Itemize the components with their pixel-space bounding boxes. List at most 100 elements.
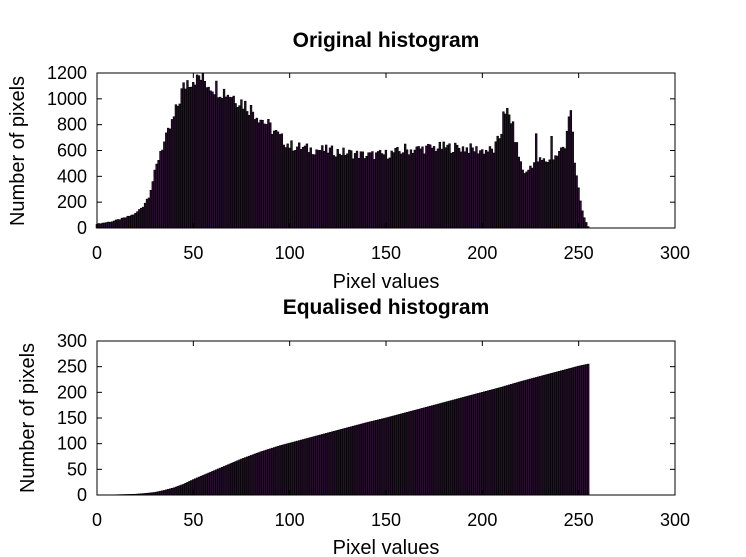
bar: [263, 450, 266, 496]
bar: [509, 384, 513, 496]
bar: [305, 143, 309, 229]
bar: [479, 150, 482, 229]
bar: [357, 157, 361, 229]
bar: [261, 119, 264, 229]
bar: [394, 147, 397, 229]
bar: [330, 431, 334, 496]
bar: [417, 408, 420, 496]
bar: [452, 151, 455, 229]
chart-title: Original histogram: [293, 29, 480, 52]
bar: [290, 442, 293, 496]
bar: [251, 111, 255, 229]
bar: [404, 412, 407, 496]
bar: [509, 123, 513, 229]
bar: [436, 403, 440, 496]
bar: [309, 437, 312, 496]
bar: [456, 398, 459, 496]
bar: [527, 379, 530, 496]
bar: [536, 376, 540, 496]
bar: [143, 202, 147, 229]
bar: [236, 460, 239, 496]
bar: [377, 419, 380, 496]
bar: [271, 447, 274, 496]
bar: [558, 151, 561, 229]
bar: [563, 148, 567, 229]
bar: [419, 408, 422, 496]
bar: [413, 149, 416, 229]
bar: [450, 400, 453, 496]
bar: [525, 379, 528, 496]
bar: [188, 481, 191, 496]
bar: [163, 490, 166, 496]
bar: [145, 198, 149, 229]
bar: [159, 151, 162, 229]
bar: [440, 148, 443, 229]
bar: [201, 72, 205, 229]
y-axis-label: Number of pixels: [17, 343, 39, 493]
bar: [535, 377, 538, 496]
bar: [205, 87, 208, 229]
bar: [504, 385, 507, 496]
bar: [390, 150, 393, 229]
bar: [315, 149, 318, 229]
bar: [209, 90, 212, 229]
bar: [344, 154, 347, 229]
bar: [161, 149, 164, 229]
bar: [274, 130, 278, 229]
bar: [230, 462, 233, 496]
bar: [271, 133, 274, 229]
bar: [409, 149, 413, 229]
bar: [278, 445, 282, 496]
bar: [232, 462, 235, 496]
bar: [552, 159, 555, 229]
bar: [228, 463, 232, 496]
bar: [186, 482, 189, 496]
bar: [554, 155, 557, 229]
bar: [226, 94, 230, 229]
bar: [217, 468, 220, 496]
bar: [363, 422, 366, 496]
bar: [373, 420, 376, 496]
bar: [392, 152, 395, 229]
equalised-histogram-chart: Equalised histogram 0 50 100 150 200 250 300 0…: [17, 296, 690, 557]
bar: [540, 159, 544, 229]
y-tick-label: 300: [57, 331, 87, 351]
bar: [496, 387, 499, 496]
bar: [311, 436, 314, 496]
bar: [222, 88, 226, 229]
bar: [219, 96, 222, 229]
bar: [199, 476, 203, 496]
bar: [400, 153, 403, 229]
bar: [294, 150, 297, 229]
bar: [484, 391, 488, 496]
bar: [265, 449, 268, 496]
bar: [269, 122, 272, 229]
bar: [292, 441, 295, 496]
bar: [186, 80, 189, 229]
bar: [155, 163, 158, 229]
bar: [124, 217, 127, 229]
bar: [234, 461, 237, 496]
bar: [284, 443, 287, 496]
bar: [378, 150, 382, 229]
bar: [469, 395, 472, 496]
bar: [371, 151, 374, 229]
bar: [535, 133, 538, 229]
bar: [350, 150, 353, 229]
bar: [338, 153, 341, 229]
bar: [259, 451, 262, 496]
bar: [577, 365, 580, 496]
bar: [272, 130, 276, 229]
bar: [205, 473, 208, 496]
bar: [301, 146, 305, 229]
bar: [429, 405, 432, 496]
bar: [404, 143, 407, 229]
bar: [482, 153, 486, 229]
x-tick-label: 150: [371, 510, 401, 530]
bar: [272, 447, 276, 496]
y-tick-label: 200: [57, 382, 87, 402]
bar: [342, 428, 345, 496]
bar: [542, 375, 546, 496]
bar: [246, 456, 249, 496]
bar: [525, 171, 528, 229]
